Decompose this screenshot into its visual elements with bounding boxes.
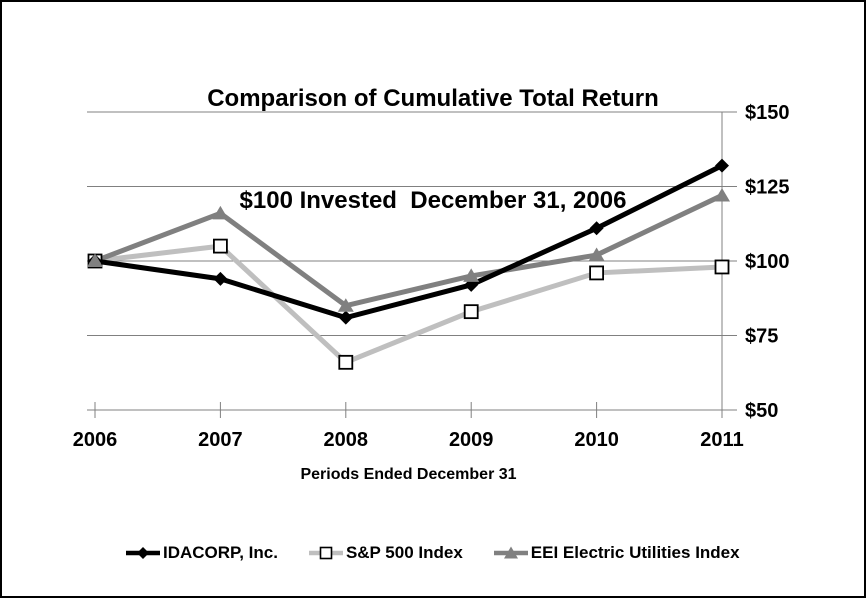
chart-title-line2: $100 Invested December 31, 2006 — [239, 187, 627, 214]
legend-label: S&P 500 Index — [345, 543, 463, 562]
legend-item-eei-electric-utilities-index: EEI Electric Utilities Index — [493, 543, 740, 563]
legend-item-s-p-500-index: S&P 500 Index — [308, 543, 463, 563]
x-tick-label-2006: 2006 — [73, 429, 118, 451]
marker-idacorp-inc-2007 — [213, 271, 228, 286]
y-tick-label-100: $100 — [745, 251, 790, 273]
marker-s-p-500-index-2007 — [212, 238, 228, 254]
marker-eei-electric-utilities-index-2009 — [463, 268, 480, 282]
marker-idacorp-inc-2010 — [589, 221, 604, 236]
marker-s-p-500-index-2008 — [338, 354, 354, 370]
x-tick-label-2007: 2007 — [198, 429, 243, 451]
marker-s-p-500-index-2011 — [714, 259, 730, 275]
series-line-s-p-500-index — [94, 243, 723, 366]
legend-marker-triangle-icon — [493, 546, 528, 559]
marker-idacorp-inc-2011 — [715, 158, 729, 173]
legend-marker-diamond-icon — [126, 547, 160, 559]
legend-label: IDACORP, Inc. — [163, 543, 278, 562]
x-axis-title: Periods Ended December 31 — [300, 466, 517, 483]
y-tick-label-150: $150 — [745, 102, 790, 124]
y-tick-label-125: $125 — [745, 177, 790, 199]
marker-eei-electric-utilities-index-2010 — [588, 247, 605, 262]
marker-s-p-500-index-2009 — [463, 304, 479, 320]
series-line-idacorp-inc — [94, 163, 724, 321]
y-tick-label-75: $75 — [745, 326, 778, 348]
marker-idacorp-inc-2008 — [338, 310, 353, 325]
marker-s-p-500-index-2010 — [589, 265, 604, 281]
chart-title: Comparison of Cumulative Total Return $1… — [2, 14, 864, 286]
marker-eei-electric-utilities-index-2011 — [714, 187, 730, 202]
marker-eei-electric-utilities-index-2008 — [337, 298, 354, 312]
x-tick-label-2011: 2011 — [700, 429, 743, 451]
legend-item-idacorp-inc: IDACORP, Inc. — [125, 543, 278, 563]
legend-label: EEI Electric Utilities Index — [530, 543, 740, 562]
x-tick-label-2008: 2008 — [324, 429, 369, 451]
x-tick-label-2010: 2010 — [574, 429, 619, 451]
legend: IDACORP, Inc. S&P 500 Index EEI Electric U… — [125, 543, 740, 563]
x-tick-label-2009: 2009 — [449, 429, 494, 451]
series-line-eei-electric-utilities-index — [94, 193, 724, 309]
chart-title-line1: Comparison of Cumulative Total Return — [207, 85, 659, 112]
y-tick-label-50: $50 — [745, 400, 778, 422]
legend-marker-square-icon — [308, 546, 343, 560]
marker-eei-electric-utilities-index-2007 — [212, 205, 229, 220]
marker-eei-electric-utilities-index-2006 — [87, 253, 103, 267]
